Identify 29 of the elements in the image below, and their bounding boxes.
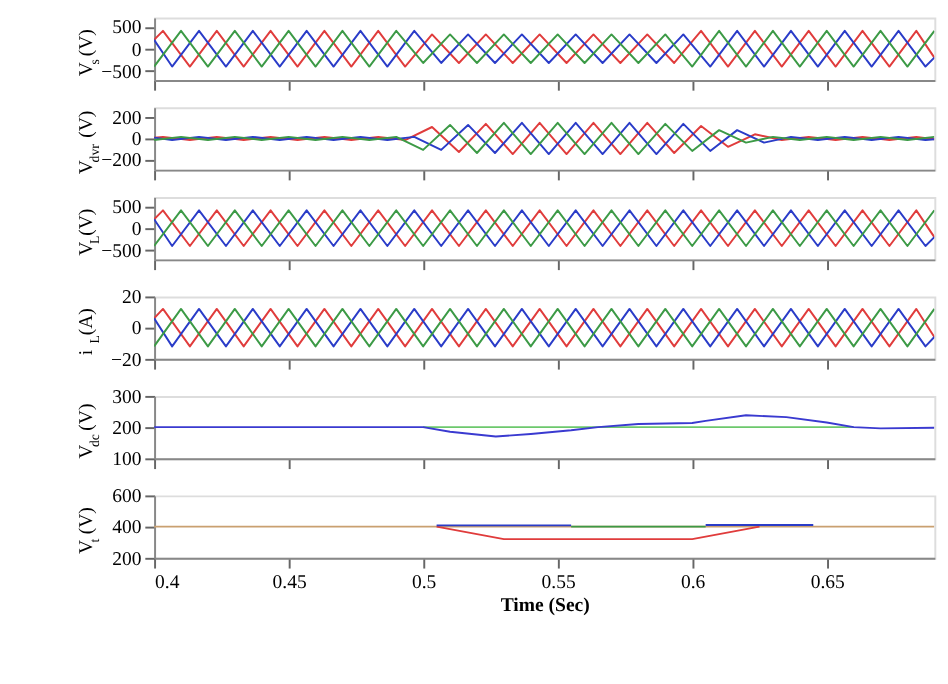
y-tick-label: 0 — [131, 318, 142, 341]
y-tick-label: 300 — [112, 386, 142, 409]
x-tick-label: 0.4 — [155, 572, 180, 595]
y-tick-label: 400 — [112, 517, 142, 540]
line-series — [154, 307, 935, 348]
y-tick-label: 200 — [112, 108, 142, 131]
x-tick-label: 0.55 — [541, 572, 576, 595]
x-tick-label: 0.45 — [272, 572, 307, 595]
x-axis-title: Time (Sec) — [500, 595, 590, 618]
x-tick-label: 0.6 — [680, 572, 706, 595]
y-tick-label: −20 — [110, 349, 142, 372]
y-tick-label: −200 — [101, 150, 142, 173]
line-series — [154, 414, 935, 438]
y-tick-label: 0 — [131, 129, 142, 152]
y-tick-label: 200 — [112, 417, 142, 440]
y-tick-label: −500 — [101, 61, 142, 84]
y-tick-label: 0 — [131, 39, 142, 62]
line-series — [154, 209, 935, 247]
y-tick-label: 20 — [121, 287, 142, 310]
y-tick-label: 500 — [112, 196, 142, 219]
y-tick-label: 100 — [112, 449, 142, 472]
line-series — [154, 29, 935, 68]
y-tick-label: −500 — [101, 241, 142, 264]
x-tick-label: 0.5 — [411, 572, 437, 595]
y-tick-label: 0 — [131, 219, 142, 241]
y-tick-label: 500 — [112, 17, 142, 40]
x-tick-label: 0.65 — [810, 572, 846, 595]
y-tick-label: 600 — [112, 486, 142, 509]
y-tick-label: 200 — [112, 548, 142, 571]
